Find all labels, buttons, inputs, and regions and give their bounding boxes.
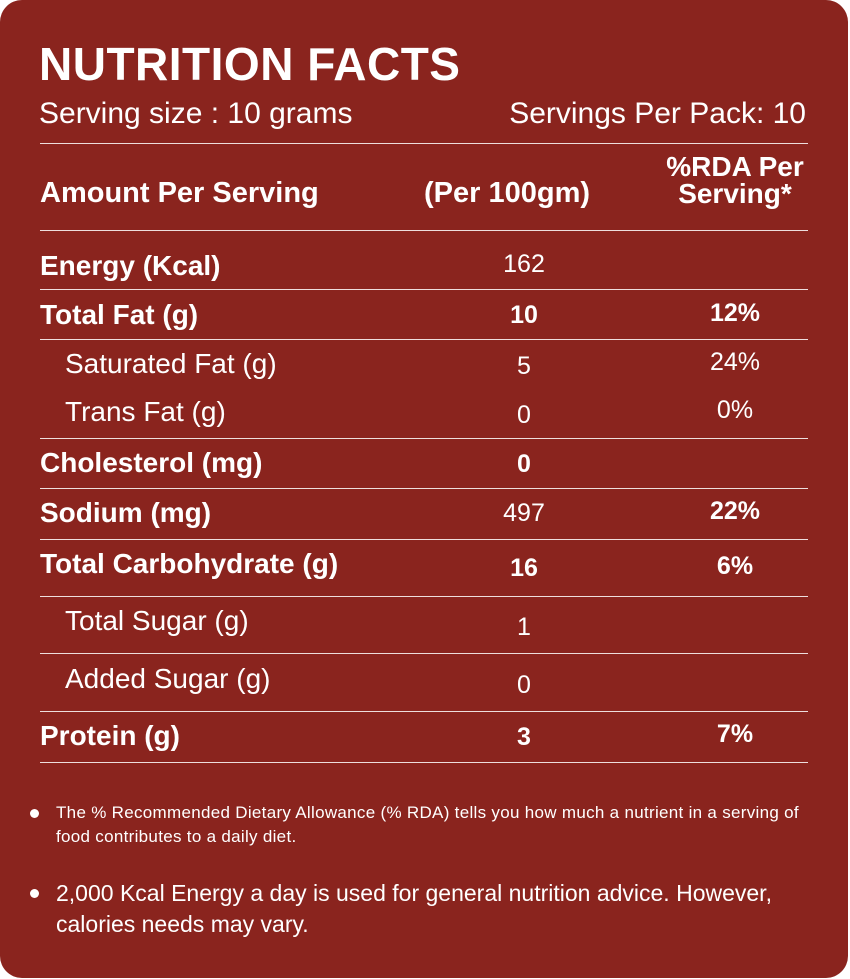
- header-per-100gm: (Per 100gm): [424, 177, 591, 209]
- table-row: Total Fat (g) 10 12%: [0, 299, 848, 333]
- divider: [40, 653, 808, 654]
- table-row: Total Sugar (g) 1: [0, 605, 848, 641]
- row-label: Total Fat (g): [40, 299, 199, 330]
- footnote-rda: The % Recommended Dietary Allowance (% R…: [30, 801, 822, 849]
- table-row: Added Sugar (g) 0: [0, 663, 848, 699]
- serving-size: Serving size : 10 grams: [39, 97, 353, 130]
- row-value: 162: [503, 250, 545, 278]
- divider: [40, 230, 808, 231]
- servings-per-pack: Servings Per Pack: 10: [509, 97, 806, 130]
- table-row: Energy (Kcal) 162: [0, 250, 848, 284]
- table-row: Sodium (mg) 497 22%: [0, 497, 848, 531]
- table-row: Protein (g) 3 7%: [0, 720, 848, 754]
- divider: [40, 289, 808, 290]
- row-label: Sodium (mg): [40, 497, 212, 528]
- divider: [40, 488, 808, 489]
- row-rda: 0%: [716, 396, 754, 424]
- footnote-text: 2,000 Kcal Energy a day is used for gene…: [56, 880, 772, 937]
- row-label: Total Sugar (g): [65, 605, 249, 636]
- header-rda-per-serving: %RDA Per Serving*: [666, 151, 804, 209]
- footnote-text: The % Recommended Dietary Allowance (% R…: [56, 803, 799, 846]
- row-rda: 7%: [716, 720, 754, 748]
- row-value: 3: [517, 723, 531, 751]
- footnote-energy: 2,000 Kcal Energy a day is used for gene…: [30, 878, 822, 940]
- bullet-icon: [30, 889, 39, 898]
- row-rda: 6%: [716, 552, 754, 580]
- divider: [40, 711, 808, 712]
- table-row: Saturated Fat (g) 5 24%: [0, 348, 848, 382]
- row-rda: 22%: [709, 497, 761, 525]
- row-label: Trans Fat (g): [65, 396, 226, 427]
- header-amount-per-serving: Amount Per Serving: [40, 177, 319, 209]
- divider: [40, 596, 808, 597]
- divider: [40, 539, 808, 540]
- row-rda: 24%: [709, 348, 761, 376]
- row-rda: 12%: [709, 299, 761, 327]
- row-value: 497: [503, 499, 545, 527]
- divider: [40, 438, 808, 439]
- table-row: Trans Fat (g) 0 0%: [0, 396, 848, 430]
- bullet-icon: [30, 809, 39, 818]
- row-value: 1: [517, 613, 531, 641]
- row-label: Saturated Fat (g): [65, 348, 277, 379]
- row-value: 0: [517, 401, 531, 429]
- row-label: Total Carbohydrate (g): [40, 548, 339, 579]
- row-label: Energy (Kcal): [40, 250, 221, 281]
- row-value: 16: [510, 554, 538, 582]
- row-value: 10: [510, 301, 538, 329]
- divider: [40, 762, 808, 763]
- divider: [40, 143, 808, 144]
- table-row: Cholesterol (mg) 0: [0, 447, 848, 481]
- row-value: 5: [517, 352, 531, 380]
- row-label: Protein (g): [40, 720, 180, 751]
- page-title: NUTRITION FACTS: [39, 38, 461, 90]
- table-row: Total Carbohydrate (g) 16 6%: [0, 548, 848, 582]
- row-value: 0: [517, 671, 531, 699]
- row-label: Cholesterol (mg): [40, 447, 263, 478]
- row-value: 0: [517, 450, 531, 478]
- divider: [40, 339, 808, 340]
- row-label: Added Sugar (g): [65, 663, 271, 694]
